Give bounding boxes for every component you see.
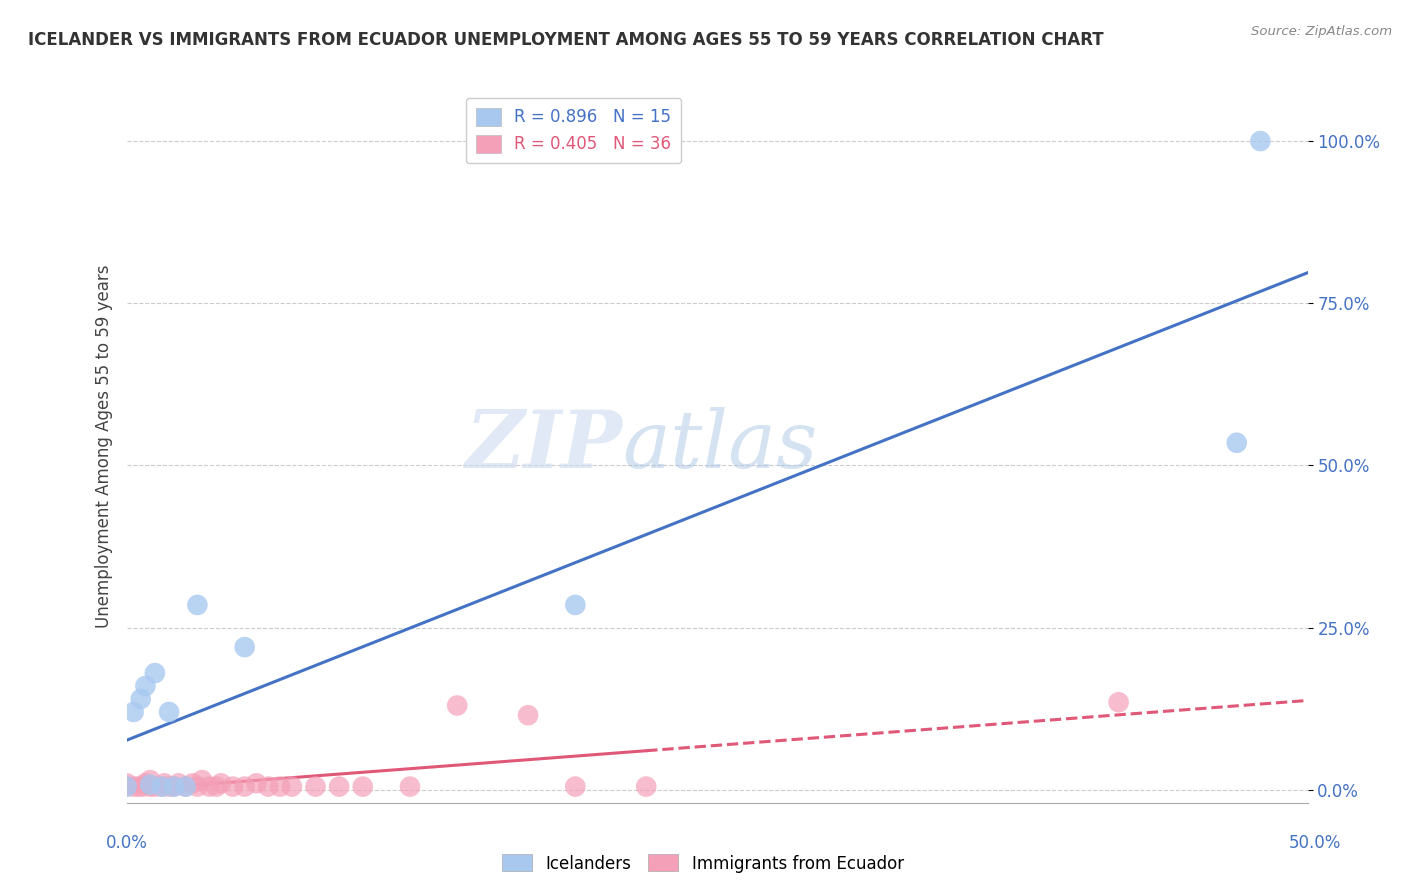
Y-axis label: Unemployment Among Ages 55 to 59 years: Unemployment Among Ages 55 to 59 years bbox=[94, 264, 112, 628]
Point bbox=[139, 780, 162, 794]
Point bbox=[174, 780, 197, 794]
Point bbox=[399, 780, 422, 794]
Point bbox=[115, 776, 138, 790]
Point bbox=[245, 776, 267, 790]
Point bbox=[205, 780, 228, 794]
Point bbox=[564, 780, 586, 794]
Point bbox=[1226, 435, 1249, 450]
Point bbox=[1108, 695, 1130, 709]
Point bbox=[564, 598, 586, 612]
Point bbox=[115, 780, 138, 794]
Point bbox=[115, 780, 138, 794]
Text: atlas: atlas bbox=[623, 408, 818, 484]
Point bbox=[304, 780, 326, 794]
Point bbox=[1249, 134, 1271, 148]
Text: ICELANDER VS IMMIGRANTS FROM ECUADOR UNEMPLOYMENT AMONG AGES 55 TO 59 YEARS CORR: ICELANDER VS IMMIGRANTS FROM ECUADOR UNE… bbox=[28, 31, 1104, 49]
Point bbox=[163, 780, 186, 794]
Point bbox=[233, 780, 256, 794]
Point bbox=[127, 780, 149, 794]
Point bbox=[198, 780, 221, 794]
Point bbox=[129, 692, 152, 706]
Point bbox=[269, 780, 291, 794]
Point bbox=[122, 705, 145, 719]
Point bbox=[233, 640, 256, 654]
Point bbox=[186, 780, 208, 794]
Point bbox=[181, 776, 204, 790]
Point bbox=[281, 780, 304, 794]
Point bbox=[139, 773, 162, 788]
Point bbox=[167, 776, 190, 790]
Point bbox=[191, 773, 214, 788]
Point bbox=[157, 705, 180, 719]
Point bbox=[186, 598, 208, 612]
Point bbox=[143, 780, 166, 794]
Point bbox=[174, 780, 197, 794]
Point bbox=[209, 776, 232, 790]
Text: Source: ZipAtlas.com: Source: ZipAtlas.com bbox=[1251, 25, 1392, 38]
Point bbox=[139, 778, 162, 792]
Point bbox=[143, 666, 166, 681]
Point bbox=[636, 780, 658, 794]
Point bbox=[122, 780, 145, 794]
Point bbox=[222, 780, 245, 794]
Text: 0.0%: 0.0% bbox=[105, 834, 148, 852]
Legend: R = 0.896   N = 15, R = 0.405   N = 36: R = 0.896 N = 15, R = 0.405 N = 36 bbox=[465, 97, 681, 163]
Point bbox=[163, 780, 186, 794]
Point bbox=[257, 780, 280, 794]
Point bbox=[517, 708, 540, 723]
Text: 50.0%: 50.0% bbox=[1288, 834, 1341, 852]
Point bbox=[153, 776, 176, 790]
Legend: Icelanders, Immigrants from Ecuador: Icelanders, Immigrants from Ecuador bbox=[496, 847, 910, 880]
Point bbox=[352, 780, 374, 794]
Point bbox=[150, 780, 173, 794]
Point bbox=[328, 780, 350, 794]
Point bbox=[134, 776, 156, 790]
Point bbox=[446, 698, 468, 713]
Point bbox=[132, 780, 155, 794]
Text: ZIP: ZIP bbox=[465, 408, 623, 484]
Point bbox=[134, 679, 156, 693]
Point bbox=[150, 780, 173, 794]
Point bbox=[157, 780, 180, 794]
